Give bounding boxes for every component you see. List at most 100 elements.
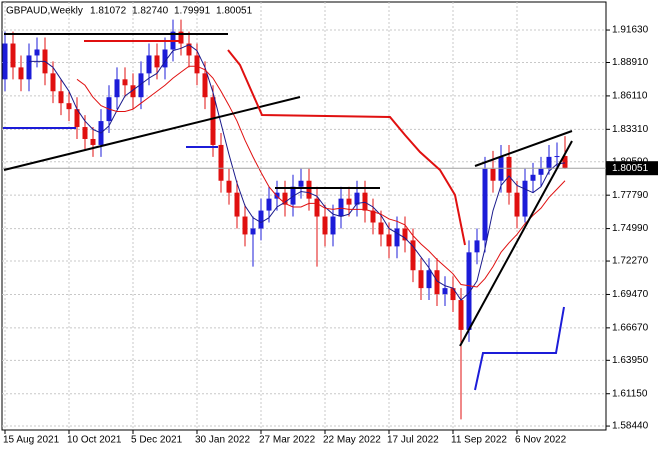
candle-body [250, 228, 256, 235]
grid [2, 2, 606, 430]
candle-body [282, 192, 288, 205]
y-tick-label: 1.72270 [612, 256, 649, 267]
y-tick-label: 1.58440 [612, 421, 649, 432]
candle-body [82, 127, 88, 139]
y-tick-label: 1.66670 [612, 323, 649, 334]
candle-body [418, 270, 424, 289]
plot-frame [1, 1, 607, 431]
candle-body [474, 240, 480, 253]
candle-body [178, 31, 184, 44]
candle-body [90, 138, 96, 145]
candle-body [522, 180, 528, 217]
y-tick-label: 1.86110 [612, 91, 648, 102]
x-tick-label: 11 Sep 2022 [451, 435, 507, 446]
y-tick-label: 1.91630 [612, 25, 649, 36]
candle-body [554, 156, 560, 158]
candle-body [58, 91, 64, 104]
y-tick-label: 1.63950 [612, 355, 649, 366]
candle-body [18, 67, 24, 80]
candle-body [546, 156, 552, 169]
x-tick-label: 27 Mar 2022 [259, 435, 316, 446]
candle-body [2, 43, 8, 80]
symbol: GBPAUD,Weekly [6, 6, 83, 17]
indicator-line [29, 44, 566, 301]
x-tick-label: 17 Jul 2022 [387, 435, 439, 446]
trend-line [459, 140, 573, 347]
candle-body [370, 210, 376, 223]
y-tick-label: 1.83310 [612, 124, 649, 135]
candle-body [362, 192, 368, 211]
candle-body [410, 240, 416, 271]
candle-body [210, 97, 216, 145]
candle-body [138, 73, 144, 98]
candle-body [242, 216, 248, 235]
candle-body [50, 73, 56, 92]
trailing-stop [474, 306, 565, 391]
candle-body [402, 228, 408, 241]
candle-body [322, 216, 328, 235]
marks [2, 19, 606, 420]
candle-body [10, 43, 16, 68]
candle-body [314, 198, 320, 217]
candle-body [538, 168, 544, 175]
candle-body [122, 79, 128, 86]
candle-body [226, 180, 232, 193]
ohlc-high: 1.82740 [132, 6, 169, 17]
x-tick-label: 15 Aug 2021 [3, 435, 60, 446]
x-tick-label: 22 May 2022 [323, 435, 381, 446]
trend-line [474, 130, 573, 167]
candle-body [450, 288, 456, 301]
candle-body [530, 174, 536, 181]
candle-body [154, 55, 160, 68]
candle-body [26, 55, 32, 80]
y-tick-label: 1.61150 [612, 388, 648, 399]
candle-body [354, 192, 360, 205]
x-tick-label: 6 Nov 2022 [515, 435, 567, 446]
candle-body [466, 252, 472, 330]
candle-body [290, 186, 296, 205]
candle-body [330, 216, 336, 235]
candle-body [514, 192, 520, 217]
candle-body [218, 144, 224, 181]
x-tick-label: 10 Oct 2021 [67, 435, 122, 446]
candle-body [482, 168, 488, 241]
candle-body [562, 156, 568, 169]
trend-line [3, 96, 301, 171]
candle-body [34, 49, 40, 56]
trailing-stop [227, 49, 466, 246]
candle-body [458, 300, 464, 330]
candle-body [442, 288, 448, 295]
candle-body [338, 198, 344, 217]
candle-body [74, 109, 80, 128]
y-tick-label: 1.88910 [612, 57, 649, 68]
x-tick-label: 30 Jan 2022 [195, 435, 250, 446]
indicator-line [76, 65, 566, 288]
price-tag [606, 161, 658, 176]
candle-body [130, 85, 136, 98]
candle-body [194, 55, 200, 74]
candle-body [490, 168, 496, 181]
candle-body [202, 73, 208, 98]
ohlc-close: 1.80051 [216, 6, 253, 17]
candle-body [234, 192, 240, 217]
candle-body [114, 79, 120, 98]
y-tick-label: 1.74990 [612, 223, 649, 234]
candle-body [186, 43, 192, 56]
candle-body [386, 234, 392, 247]
candle-body [394, 228, 400, 247]
ohlc-open: 1.81072 [90, 6, 127, 17]
y-tick-label: 1.77790 [612, 190, 649, 201]
candle-body [378, 222, 384, 235]
candle-body [298, 180, 304, 187]
candle-body [506, 156, 512, 193]
y-tick-label: 1.69470 [612, 289, 649, 300]
candle-body [434, 270, 440, 295]
candle-body [146, 55, 152, 74]
candle-body [66, 103, 72, 110]
candle-body [266, 198, 272, 211]
x-tick-label: 5 Dec 2021 [131, 435, 183, 446]
ohlc-low: 1.79991 [174, 6, 211, 17]
candle-body [306, 180, 312, 199]
candle-body [498, 156, 504, 181]
